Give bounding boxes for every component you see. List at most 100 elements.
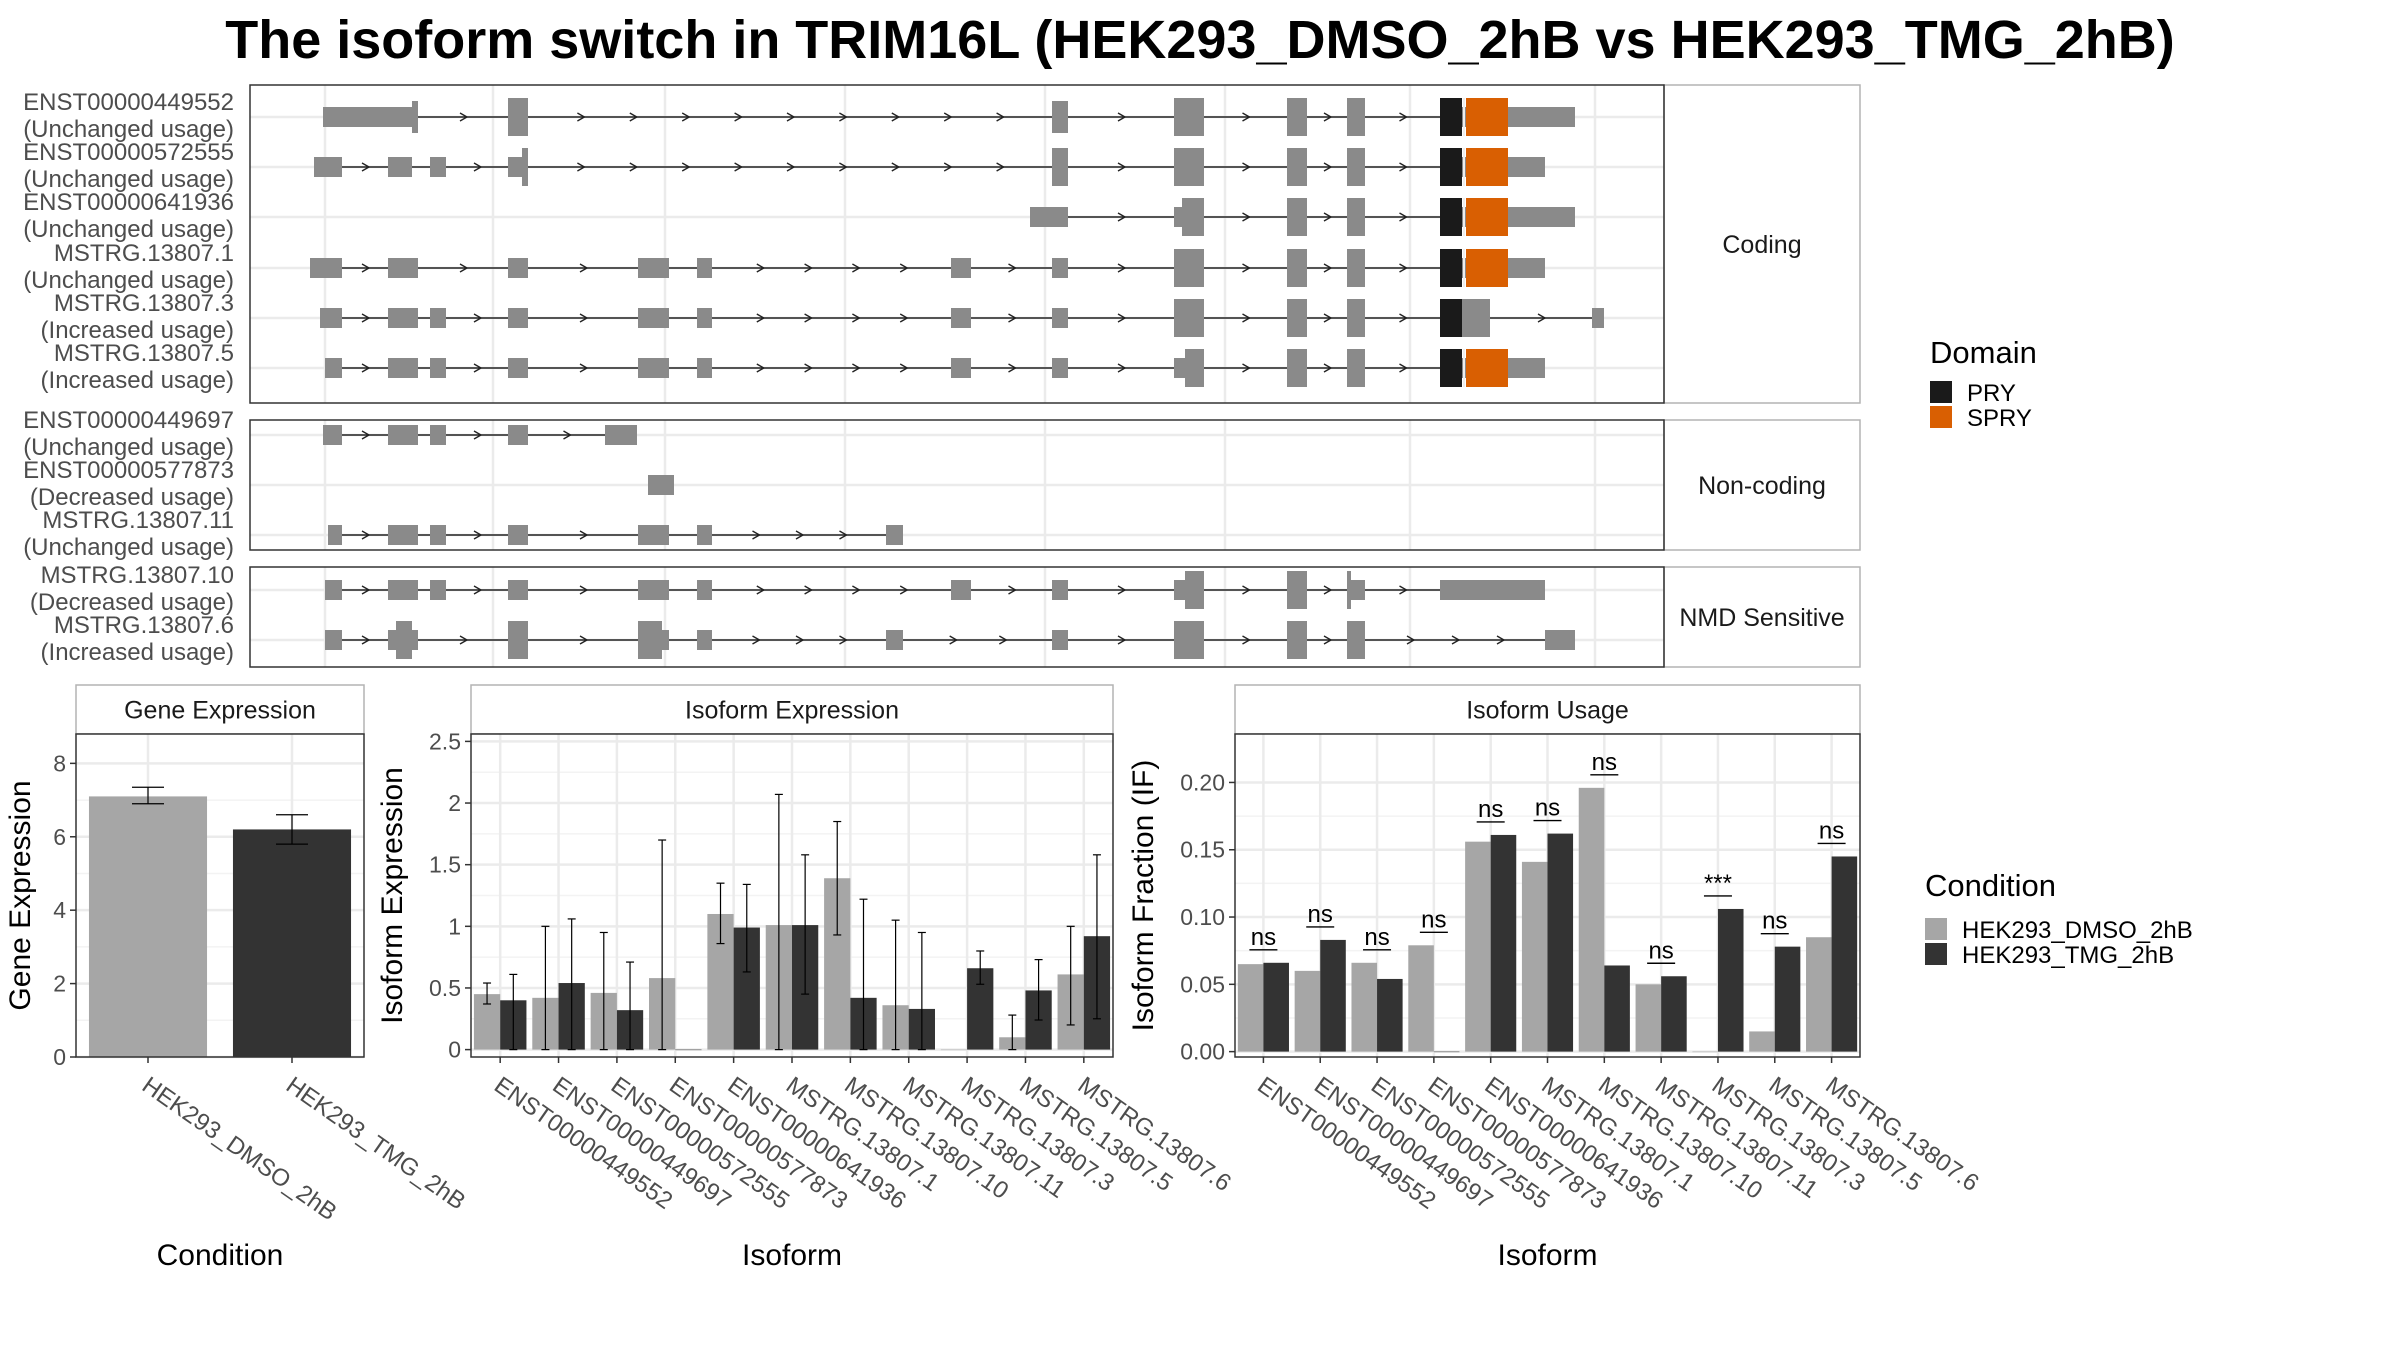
exon — [1287, 621, 1307, 659]
panel-strip — [470, 684, 1114, 735]
plot-border — [470, 733, 1114, 1058]
transcript-id-label: ENST00000641936 — [23, 189, 234, 216]
y-tick-label: 2.5 — [429, 728, 461, 754]
spry-domain — [1466, 98, 1508, 136]
exon — [388, 425, 418, 445]
intron-arrow — [752, 635, 761, 645]
transcript-id-label: MSTRG.13807.3 — [54, 290, 234, 317]
bar — [1831, 856, 1858, 1052]
intron-arrow — [839, 530, 848, 540]
intron-arrow — [839, 635, 848, 645]
exon — [697, 308, 712, 328]
spry-domain — [1466, 148, 1508, 186]
exon — [638, 525, 669, 545]
intron-arrow — [579, 263, 589, 273]
exon — [1592, 308, 1604, 328]
intron-arrow — [852, 585, 861, 595]
pry-domain — [1440, 349, 1462, 387]
intron-arrow — [839, 112, 848, 122]
structure-panel-bg — [250, 85, 1664, 403]
exon — [662, 630, 669, 650]
y-tick-label: 2 — [448, 790, 461, 816]
exon — [697, 525, 712, 545]
exon — [1347, 621, 1365, 659]
exon — [951, 258, 971, 278]
bar — [1351, 962, 1378, 1052]
exon — [325, 580, 342, 600]
y-axis-title: Isoform Fraction (IF) — [1127, 760, 1160, 1032]
intron-arrow — [891, 112, 901, 122]
exon — [314, 157, 342, 177]
legend-domain-key — [1930, 406, 1952, 428]
exon — [1174, 621, 1204, 659]
exon — [605, 425, 637, 445]
exon — [1174, 249, 1204, 287]
intron-arrow — [1242, 212, 1251, 222]
intron-arrow — [1117, 635, 1127, 645]
facet-strip — [1663, 84, 1861, 404]
y-tick-label: 1.5 — [429, 852, 461, 878]
exon — [508, 98, 528, 136]
exon — [1182, 198, 1204, 236]
y-tick-label: 6 — [53, 824, 66, 850]
exon — [1287, 571, 1307, 609]
bar — [1377, 978, 1403, 1052]
significance-label: ns — [1762, 908, 1787, 935]
exon — [1052, 148, 1068, 186]
intron-arrow — [1323, 263, 1333, 273]
exon — [508, 308, 528, 328]
intron-arrow — [1399, 585, 1408, 595]
intron-arrow — [899, 585, 909, 595]
y-tick-label: 1 — [448, 913, 461, 939]
significance-label: ns — [1308, 901, 1333, 928]
intron-arrow — [1323, 585, 1333, 595]
intron-arrow — [1323, 363, 1333, 373]
exon — [430, 308, 446, 328]
spry-domain — [1466, 198, 1508, 236]
intron-arrow — [786, 112, 796, 122]
exon — [697, 258, 712, 278]
exon — [1287, 249, 1307, 287]
intron-arrow — [629, 162, 639, 172]
transcript-track — [320, 299, 1604, 337]
exon — [1052, 101, 1068, 133]
pry-domain — [1440, 299, 1462, 337]
intron-arrow — [786, 162, 796, 172]
intron-arrow — [1399, 162, 1408, 172]
intron-arrow — [1323, 313, 1333, 323]
exon — [886, 630, 903, 650]
intron-arrow — [756, 313, 766, 323]
exon — [323, 425, 342, 445]
exon — [522, 148, 528, 186]
transcript-track — [325, 621, 1575, 659]
exon — [1545, 630, 1575, 650]
legend-condition-key — [1925, 943, 1947, 965]
y-tick-label: 0.10 — [1180, 904, 1225, 930]
exon — [1052, 580, 1068, 600]
bar — [1717, 908, 1744, 1052]
intron-arrow — [579, 585, 589, 595]
bar — [1661, 976, 1687, 1052]
exon — [697, 630, 712, 650]
exon — [323, 107, 412, 127]
intron-arrow — [361, 313, 371, 323]
exon — [697, 580, 712, 600]
bar — [1237, 964, 1264, 1052]
exon — [638, 358, 669, 378]
intron-arrow — [681, 112, 691, 122]
transcript-track — [1030, 198, 1575, 236]
panel-title: Gene Expression — [124, 697, 316, 725]
exon — [1174, 299, 1204, 337]
bar — [1263, 962, 1289, 1052]
legend-domain-key — [1930, 381, 1952, 403]
exon — [1287, 148, 1307, 186]
exon — [1440, 580, 1545, 600]
intron-arrow — [804, 313, 814, 323]
x-axis-title: Condition — [157, 1239, 284, 1272]
transcript-track — [325, 349, 1545, 387]
intron-arrow — [361, 263, 371, 273]
spry-domain — [1466, 349, 1508, 387]
intron-arrow — [361, 530, 371, 540]
intron-arrow — [459, 263, 469, 273]
intron-arrow — [949, 635, 959, 645]
